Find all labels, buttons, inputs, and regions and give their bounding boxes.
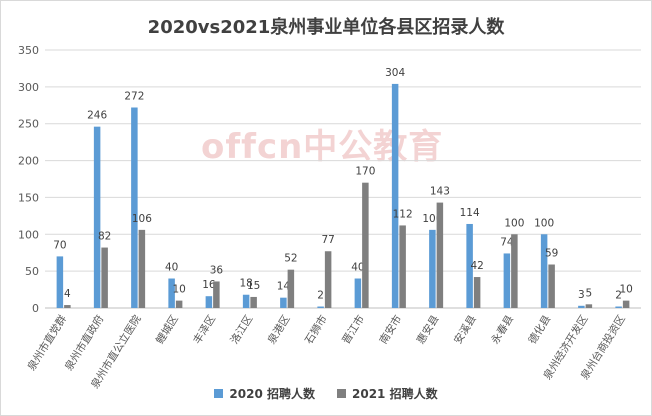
- data-label-2020: 272: [124, 90, 144, 102]
- data-label-2021: 112: [393, 208, 413, 220]
- data-label-2020: 100: [534, 217, 554, 229]
- bar-2021: [250, 296, 257, 308]
- data-label-2020: 2: [615, 290, 622, 302]
- bar-2020: [317, 306, 324, 308]
- bar-2020: [242, 294, 250, 308]
- data-label-2021: 15: [247, 280, 260, 292]
- data-label-2021: 143: [430, 186, 450, 198]
- bar-2021: [511, 234, 518, 308]
- bar-2021: [213, 281, 220, 308]
- x-tick-label: 泉港区: [265, 313, 293, 347]
- bar-2021: [64, 305, 71, 308]
- x-tick-label: 惠安县: [414, 313, 442, 347]
- bar-2020: [540, 234, 548, 308]
- y-tick-label: 50: [25, 265, 39, 278]
- data-label-2020: 18: [239, 278, 252, 290]
- bar-2020: [205, 296, 213, 308]
- data-label-2020: 2: [317, 290, 324, 302]
- bar-2021: [436, 202, 444, 308]
- legend-swatch-2020: [214, 389, 224, 398]
- bar-2020: [503, 253, 511, 308]
- bar-2020: [578, 305, 585, 308]
- y-tick-label: 200: [18, 155, 39, 168]
- data-label-2020: 40: [351, 262, 364, 274]
- x-tick-label: 永春县: [488, 313, 516, 347]
- bar-2020: [168, 278, 175, 308]
- data-label-2020: 70: [53, 239, 66, 251]
- bar-2020: [391, 83, 399, 308]
- bar-2021: [399, 225, 406, 308]
- y-tick-label: 0: [32, 302, 39, 315]
- data-label-2021: 10: [172, 284, 185, 296]
- data-label-2020: 246: [87, 110, 107, 122]
- data-label-2020: 3: [578, 289, 585, 301]
- bar-2021: [473, 277, 481, 308]
- legend-item-2021: 2021 招聘人数: [337, 385, 438, 402]
- bar-2020: [56, 256, 64, 308]
- bar-2020: [93, 126, 101, 308]
- data-label-2021: 36: [210, 264, 224, 276]
- chart-title: 2020vs2021泉州事业单位各县区招录人数: [147, 17, 505, 38]
- bar-2021: [362, 182, 369, 308]
- bar-2021: [622, 300, 630, 308]
- bar-2021: [138, 229, 146, 308]
- x-tick-label: 安溪县: [451, 313, 479, 347]
- data-label-2021: 170: [355, 166, 375, 178]
- x-tick-label: 晋江市: [339, 313, 367, 347]
- bar-2020: [429, 229, 436, 308]
- y-tick-label: 350: [18, 44, 39, 57]
- y-tick-label: 150: [18, 191, 39, 204]
- data-label-2021: 106: [132, 213, 152, 225]
- data-label-2021: 59: [545, 248, 558, 260]
- bar-2021: [324, 251, 332, 308]
- y-tick-label: 100: [18, 228, 39, 241]
- data-label-2021: 52: [284, 253, 297, 265]
- y-tick-label: 250: [18, 118, 39, 131]
- data-label-2020: 304: [385, 67, 405, 79]
- x-tick-label: 泉州市直党群: [25, 312, 70, 373]
- data-label-2020: 40: [165, 262, 178, 274]
- data-label-2021: 42: [470, 260, 483, 272]
- data-label-2020: 14: [277, 281, 291, 293]
- x-tick-label: 南安市: [377, 313, 405, 347]
- data-label-2020: 16: [202, 279, 216, 291]
- legend-item-2020: 2020 招聘人数: [214, 385, 315, 402]
- data-label-2021: 10: [619, 284, 632, 296]
- data-label-2020: 114: [460, 207, 480, 219]
- data-label-2021: 100: [504, 217, 524, 229]
- legend-label-2021: 2021 招聘人数: [352, 387, 438, 401]
- legend: 2020 招聘人数 2021 招聘人数: [1, 385, 651, 402]
- bar-2020: [280, 297, 287, 308]
- bar-2021: [175, 300, 183, 308]
- x-tick-label: 丰泽区: [190, 313, 218, 347]
- bar-2021: [548, 264, 555, 308]
- bar-2020: [131, 107, 138, 308]
- bar-2021: [585, 304, 593, 308]
- data-label-2020: 74: [500, 236, 514, 248]
- data-label-2021: 82: [98, 231, 111, 243]
- x-tick-label: 鲤城区: [153, 313, 181, 347]
- bar-2021: [101, 247, 108, 308]
- bar-2020: [615, 306, 622, 308]
- x-tick-label: 德化县: [526, 313, 554, 347]
- legend-label-2020: 2020 招聘人数: [229, 387, 315, 401]
- y-tick-label: 300: [18, 81, 39, 94]
- bar-2020: [354, 278, 362, 308]
- x-tick-label: 泉州市直政府: [62, 313, 106, 373]
- bar-2021: [287, 269, 295, 308]
- data-label-2021: 4: [64, 288, 71, 300]
- data-label-2021: 5: [586, 287, 593, 299]
- x-tick-label: 石狮市: [302, 313, 330, 347]
- x-tick-label: 洛江区: [228, 313, 256, 347]
- bar-2020: [466, 223, 473, 308]
- legend-swatch-2021: [337, 389, 346, 398]
- data-label-2021: 77: [321, 234, 334, 246]
